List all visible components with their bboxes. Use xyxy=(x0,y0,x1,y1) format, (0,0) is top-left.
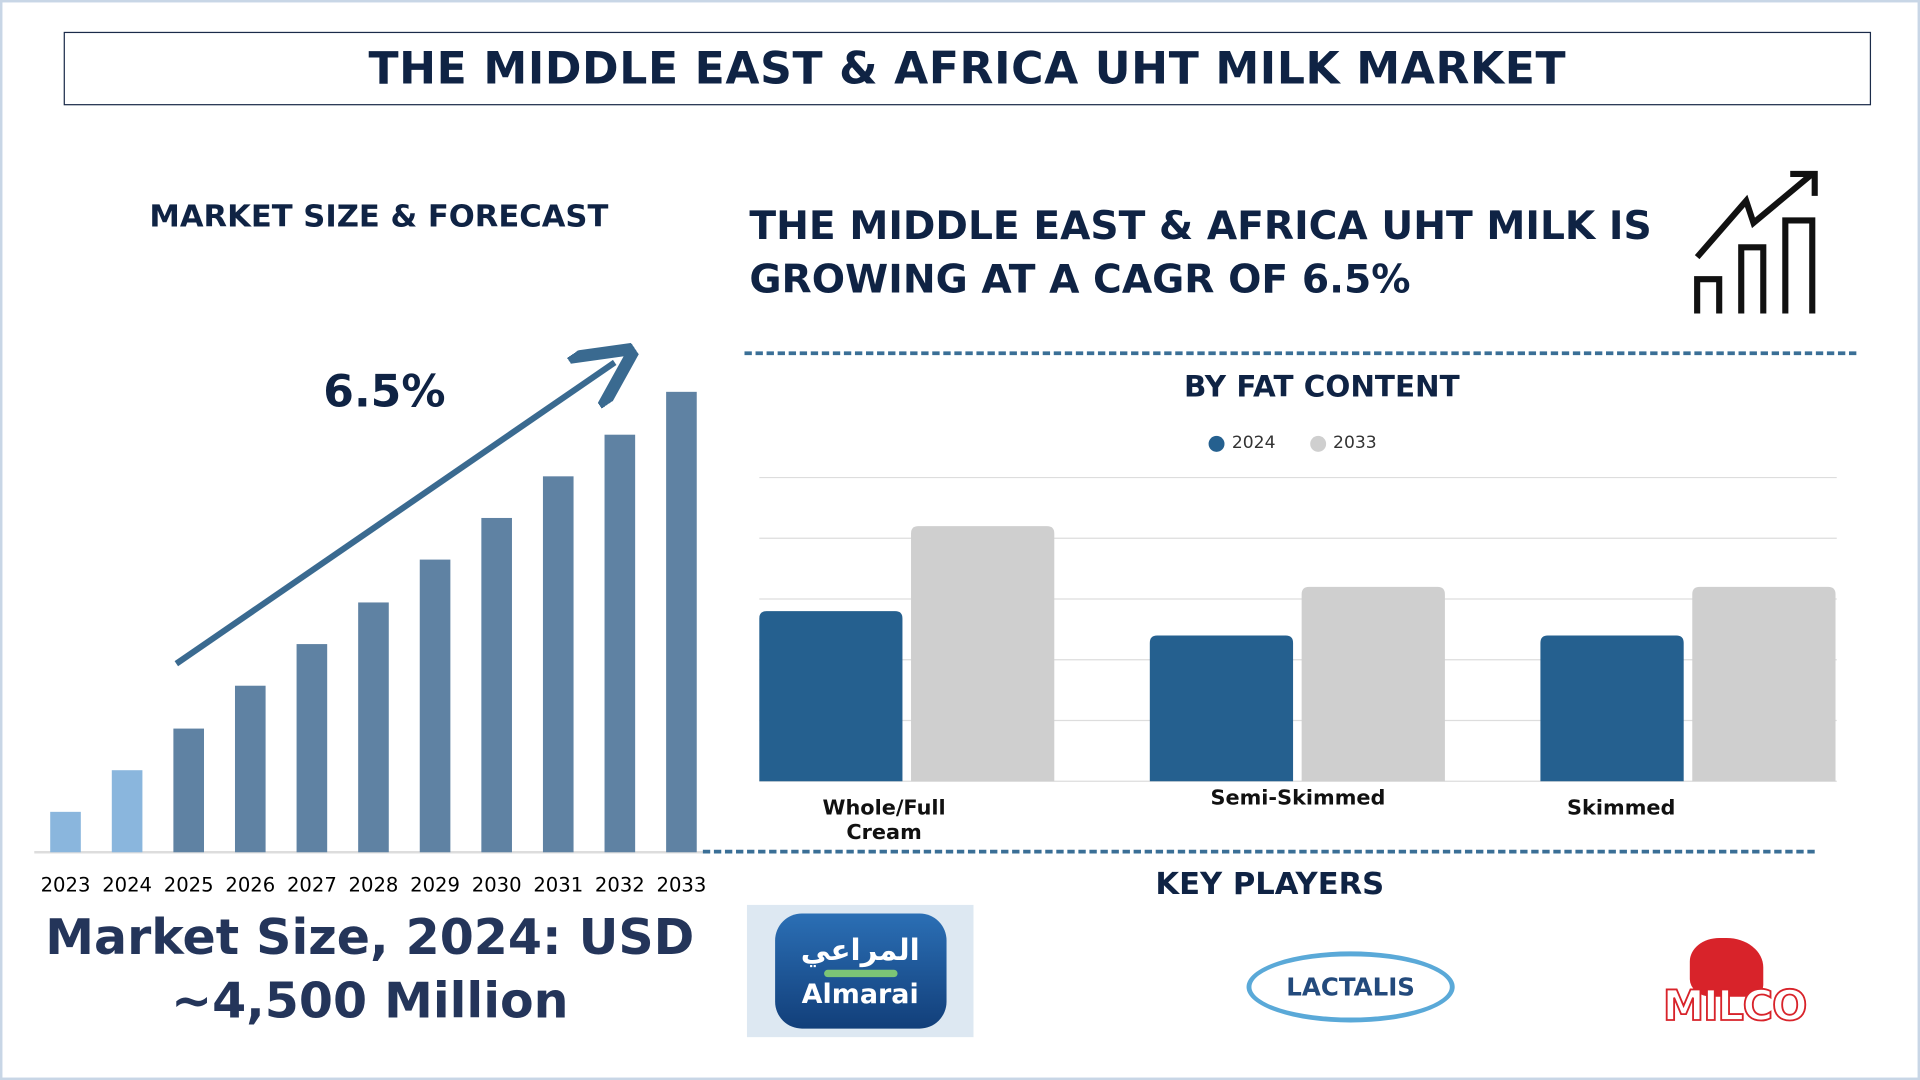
year-label: 2030 xyxy=(472,873,522,896)
fat-content-title-text: BY FAT CONTENT xyxy=(1184,369,1460,405)
almarai-logo: المراعي Almarai xyxy=(746,904,974,1038)
bar-2024 xyxy=(111,770,143,853)
year-label: 2026 xyxy=(225,873,275,896)
bar-2031 xyxy=(542,476,574,853)
milco-logo: MILCO xyxy=(1658,936,1842,1046)
year-label: 2027 xyxy=(287,873,337,896)
lactalis-logo: LACTALIS xyxy=(1246,951,1455,1023)
category-label: Whole/Full Cream xyxy=(822,795,946,845)
category-label: Skimmed xyxy=(1567,795,1676,821)
bar-2024 xyxy=(1540,635,1684,782)
page-title: THE MIDDLE EAST & AFRICA UHT MILK MARKET xyxy=(63,31,1872,106)
divider xyxy=(744,351,1857,356)
bar-2023 xyxy=(50,811,81,853)
legend-swatch xyxy=(1208,435,1225,452)
year-label: 2023 xyxy=(41,873,91,896)
bar-2026 xyxy=(234,685,266,853)
year-label: 2029 xyxy=(410,873,460,896)
legend-swatch xyxy=(1309,435,1326,452)
growth-arrow xyxy=(174,362,614,667)
growth-label: 6.5% xyxy=(323,367,446,418)
almarai-arabic: المراعي xyxy=(800,932,920,967)
category-label: Semi-Skimmed xyxy=(1210,786,1386,811)
bar-2033 xyxy=(1692,586,1836,782)
almarai-name: Almarai xyxy=(801,978,919,1010)
cagr-headline: THE MIDDLE EAST & AFRICA UHT MILK IS GRO… xyxy=(749,202,1652,303)
bar-2033 xyxy=(666,391,697,853)
key-players-title: KEY PLAYERS xyxy=(1155,865,1385,902)
bar-2028 xyxy=(358,602,389,853)
year-label: 2031 xyxy=(533,873,583,896)
bar-2033 xyxy=(911,526,1055,782)
legend: 2024 2033 xyxy=(1208,433,1377,454)
fat-content-chart xyxy=(759,476,1837,782)
bar-2033 xyxy=(1301,586,1445,782)
market-forecast-title: MARKET SIZE & FORECAST xyxy=(149,198,609,234)
milco-name: MILCO xyxy=(1662,981,1808,1032)
year-label: 2033 xyxy=(657,873,707,896)
legend-item-2033: 2033 xyxy=(1309,433,1377,454)
bar-2024 xyxy=(1149,635,1294,782)
market-size-text: Market Size, 2024: USD ~4,500 Million xyxy=(39,906,700,1033)
divider xyxy=(702,849,1815,854)
market-size-line1: Market Size, 2024: USD xyxy=(45,909,695,967)
bar-2032 xyxy=(604,434,636,853)
bar-2024 xyxy=(759,611,903,782)
bar-2025 xyxy=(173,728,205,853)
year-label: 2024 xyxy=(102,873,152,896)
lactalis-name: LACTALIS xyxy=(1286,972,1415,1002)
year-label: 2032 xyxy=(595,873,645,896)
bar-2027 xyxy=(296,644,328,853)
bar-2029 xyxy=(419,559,451,853)
bar-chart-up-arrow-icon xyxy=(1694,170,1818,314)
market-size-line2: ~4,500 Million xyxy=(171,973,569,1030)
bar-2030 xyxy=(481,517,512,853)
legend-item-2024: 2024 xyxy=(1208,433,1276,454)
legend-label: 2024 xyxy=(1231,433,1276,454)
fat-content-title: BY FAT CONTENT xyxy=(1104,370,1539,404)
forecast-chart: 2023 2024 2025 2026 2027 2028 2029 2030 2031 2032… xyxy=(34,333,707,896)
legend-label: 2033 xyxy=(1333,433,1377,454)
year-label: 2028 xyxy=(349,873,399,896)
year-label: 2025 xyxy=(164,873,214,896)
